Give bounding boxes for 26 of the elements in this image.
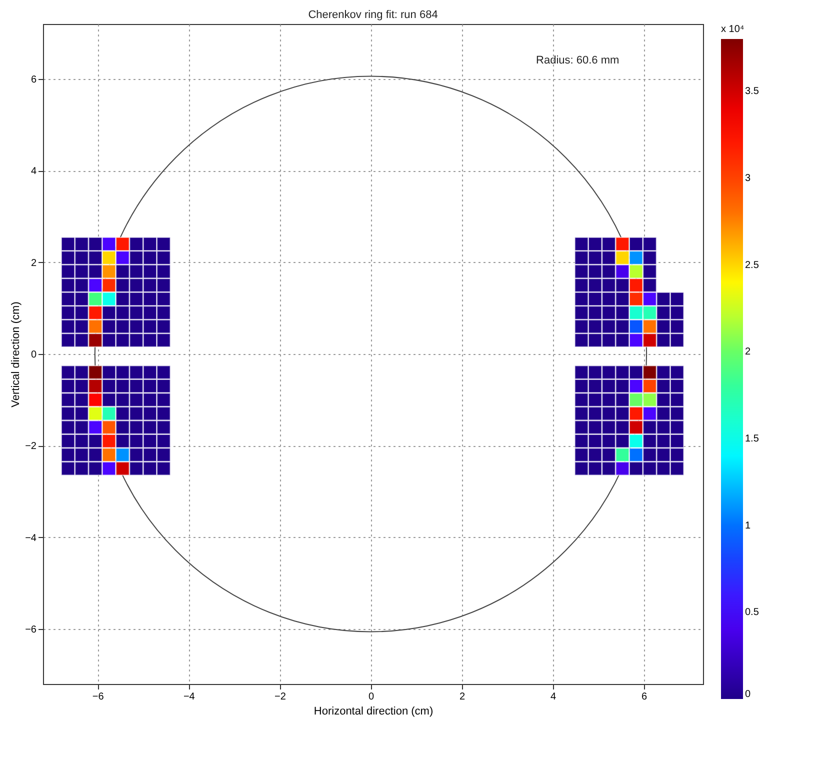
x-tick-label: 6 [642,692,648,702]
y-axis-title: Vertical direction (cm) [10,302,22,408]
chart-title: Cherenkov ring fit: run 684 [308,9,438,21]
color-bar-label: 2 [745,346,751,358]
x-tick-label: 0 [368,692,374,702]
y-tick-label: −2 [25,441,37,452]
y-tick-label: −6 [25,624,37,636]
color-bar-label: 2.5 [745,260,760,271]
color-bar-label: 1 [745,520,751,532]
color-bar-label: 3.5 [745,86,760,98]
y-tick-label: 2 [30,258,37,269]
color-bar-title: x 10⁴ [721,24,744,35]
color-bar-label: 3 [745,172,751,184]
y-tick-label: 4 [30,166,37,178]
x-tick-label: 2 [459,692,466,702]
x-tick-label: −6 [92,692,104,702]
x-tick-label: −4 [183,692,196,702]
y-tick-label: 0 [30,350,37,360]
y-tick-label: 6 [30,74,37,86]
x-axis-title: Horizontal direction (cm) [314,706,434,718]
color-bar-label: 0.5 [745,607,760,618]
x-tick-label: −2 [274,692,286,702]
color-bar-label: 1.5 [745,433,760,444]
x-tick-label: 4 [550,692,557,702]
y-tick-label: −4 [25,532,37,544]
annotation: Radius: 60.6 mm [536,54,620,66]
